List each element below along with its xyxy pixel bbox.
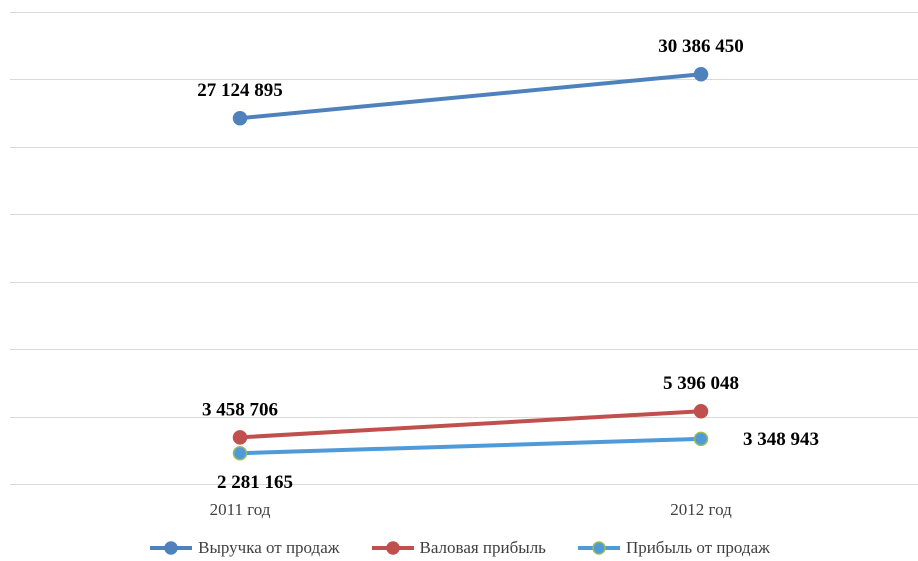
data-label: 30 386 450 — [658, 36, 744, 57]
data-labels: 27 124 895 30 386 450 3 458 706 5 396 048 2 … — [197, 36, 819, 493]
legend-item: Валовая прибыль — [370, 538, 546, 558]
data-point — [232, 430, 248, 445]
legend-swatch-icon — [577, 541, 620, 555]
x-axis-ticks: 2011 год 2012 год — [210, 500, 732, 519]
x-tick-label: 2012 год — [670, 500, 732, 519]
data-label: 3 458 706 — [202, 399, 278, 420]
data-point — [693, 66, 709, 82]
legend-label: Прибыль от продаж — [625, 538, 770, 557]
series-line — [238, 436, 703, 456]
data-label: 3 348 943 — [743, 429, 819, 450]
legend-label: Валовая прибыль — [419, 538, 546, 557]
data-point — [232, 445, 248, 461]
legend-swatch-icon — [371, 541, 414, 555]
line-chart: 27 124 895 30 386 450 3 458 706 5 396 048 2 … — [10, 12, 918, 519]
legend-item: Прибыль от продаж — [576, 538, 770, 558]
gridlines — [10, 12, 918, 485]
data-label: 2 281 165 — [217, 472, 293, 493]
series-lines — [232, 66, 709, 461]
data-point — [693, 431, 709, 447]
legend-label: Выручка от продаж — [198, 538, 340, 557]
data-label: 5 396 048 — [663, 373, 739, 394]
x-tick-label: 2011 год — [210, 500, 271, 519]
series-line — [238, 72, 703, 121]
legend: Выручка от продаж Валовая прибыль Прибыль … — [0, 536, 918, 560]
data-point — [693, 403, 709, 419]
legend-swatch-icon — [150, 541, 193, 555]
data-label: 27 124 895 — [197, 80, 283, 101]
data-point — [232, 110, 248, 126]
series-line — [238, 409, 703, 440]
legend-item: Выручка от продаж — [148, 538, 340, 558]
